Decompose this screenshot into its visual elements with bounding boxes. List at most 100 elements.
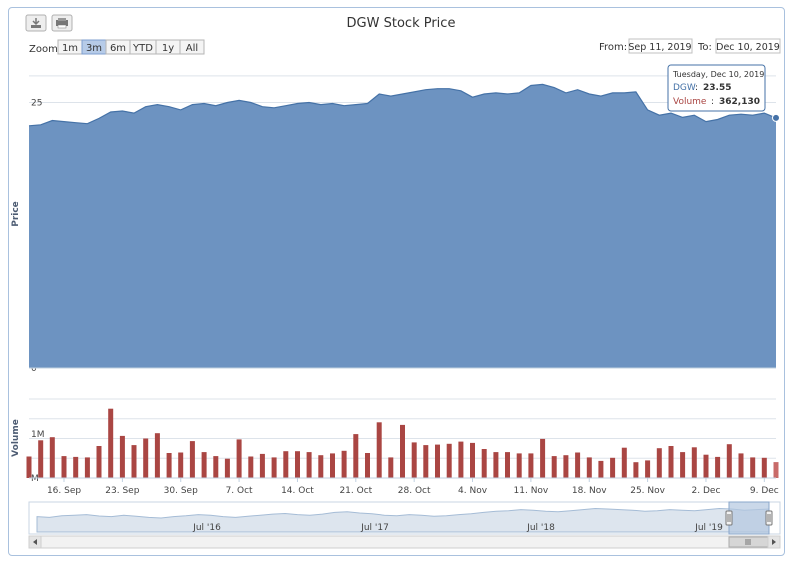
x-tick-label: 7. Oct bbox=[226, 486, 253, 496]
download-button[interactable] bbox=[25, 14, 47, 32]
volume-tick-labels: 1M M bbox=[31, 430, 45, 484]
volume-bar bbox=[236, 439, 242, 478]
arrow-right-icon bbox=[772, 539, 776, 545]
volume-bar bbox=[224, 458, 230, 478]
volume-bar bbox=[154, 433, 160, 478]
zoom-button-3m[interactable]: 3m bbox=[81, 39, 107, 55]
volume-bar bbox=[458, 441, 464, 478]
zoom-button-1y[interactable]: 1y bbox=[155, 39, 181, 55]
volume-bar bbox=[680, 452, 686, 478]
navigator[interactable]: Jul '16 Jul '17 Jul '18 Jul '19 bbox=[28, 501, 781, 535]
x-tick-label: 2. Dec bbox=[692, 486, 721, 496]
price-tick-label: 25 bbox=[31, 98, 42, 108]
to-date-value: Dec 10, 2019 bbox=[716, 42, 780, 53]
x-tick-label: 30. Sep bbox=[164, 486, 198, 496]
x-tick-label: 4. Nov bbox=[458, 486, 488, 496]
scroll-right-button[interactable] bbox=[767, 535, 781, 549]
volume-bar bbox=[750, 457, 756, 478]
volume-bar bbox=[26, 456, 32, 478]
navigator-labels: Jul '16 Jul '17 Jul '18 Jul '19 bbox=[192, 523, 723, 533]
tooltip-volume-value: 362,130 bbox=[719, 97, 760, 107]
volume-bar bbox=[400, 424, 405, 478]
volume-bar bbox=[84, 457, 90, 478]
zoom-buttons: 1m 3m 6m YTD 1y All bbox=[57, 39, 205, 55]
volume-bar bbox=[283, 451, 289, 478]
zoom-button-label: 6m bbox=[110, 43, 126, 54]
hover-point-marker bbox=[772, 113, 780, 122]
navigator-selection[interactable] bbox=[728, 501, 770, 535]
tooltip-volume-label: Volume bbox=[673, 97, 707, 107]
navigator-label: Jul '16 bbox=[192, 523, 221, 533]
navigator-area bbox=[36, 507, 770, 533]
to-label: To: bbox=[697, 42, 712, 53]
print-button[interactable] bbox=[51, 14, 73, 32]
zoom-button-ytd[interactable]: YTD bbox=[129, 39, 157, 55]
zoom-button-label: 3m bbox=[86, 43, 102, 54]
volume-bar bbox=[656, 448, 662, 478]
volume-axis-label: Volume bbox=[11, 419, 21, 457]
svg-text::: : bbox=[695, 83, 698, 93]
print-icon bbox=[56, 18, 68, 29]
volume-bar bbox=[61, 456, 67, 478]
scroll-left-button[interactable] bbox=[28, 535, 42, 549]
x-tick-label: 9. Dec bbox=[750, 486, 779, 496]
volume-bars bbox=[26, 408, 779, 478]
x-tick-label: 23. Sep bbox=[105, 486, 139, 496]
volume-bar bbox=[446, 443, 452, 478]
zoom-label: Zoom bbox=[29, 44, 58, 55]
volume-bar bbox=[166, 453, 172, 478]
volume-bar bbox=[435, 444, 440, 478]
x-axis-ticks: 16. Sep 23. Sep 30. Sep 7. Oct 14. Oct 21. Oc… bbox=[29, 477, 779, 496]
tooltip-price-label: DGW bbox=[673, 83, 696, 93]
volume-bar bbox=[423, 445, 429, 478]
volume-bar bbox=[598, 460, 604, 478]
volume-bar bbox=[470, 442, 475, 478]
x-tick-label: 16. Sep bbox=[47, 486, 81, 496]
zoom-button-label: 1y bbox=[162, 43, 174, 54]
price-tick-label: 0 bbox=[31, 364, 37, 374]
volume-bar bbox=[365, 453, 370, 478]
zoom-button-label: YTD bbox=[132, 43, 153, 54]
volume-bar bbox=[481, 449, 487, 478]
chart-frame: DGW Stock Price Zoom 1m 3m 6m YTD 1y All From… bbox=[8, 7, 785, 556]
volume-bar bbox=[353, 434, 359, 478]
price-axis-label: Price bbox=[11, 201, 21, 227]
navigator-label: Jul '17 bbox=[360, 523, 389, 533]
download-icon bbox=[31, 18, 41, 28]
volume-bar bbox=[586, 457, 592, 478]
volume-bar bbox=[633, 462, 639, 478]
price-line bbox=[28, 83, 777, 127]
arrow-left-icon bbox=[33, 539, 37, 545]
volume-tick-label: 1M bbox=[31, 430, 45, 440]
x-tick-label: 25. Nov bbox=[630, 486, 665, 496]
volume-bar bbox=[738, 453, 744, 478]
x-tick-label: 11. Nov bbox=[514, 486, 549, 496]
volume-bar bbox=[189, 441, 195, 478]
volume-bar bbox=[271, 457, 277, 478]
navigator-right-handle[interactable] bbox=[765, 510, 773, 526]
volume-bar bbox=[108, 408, 114, 478]
volume-bar bbox=[201, 452, 207, 478]
volume-bar bbox=[703, 454, 709, 478]
volume-bar bbox=[761, 457, 767, 478]
zoom-button-all[interactable]: All bbox=[179, 39, 205, 55]
zoom-button-1m[interactable]: 1m bbox=[57, 39, 83, 55]
volume-bar bbox=[259, 453, 265, 478]
navigator-left-handle[interactable] bbox=[725, 510, 733, 526]
zoom-button-label: 1m bbox=[62, 43, 78, 54]
volume-bar bbox=[248, 456, 254, 478]
zoom-button-label: All bbox=[186, 43, 198, 54]
zoom-button-6m[interactable]: 6m bbox=[105, 39, 131, 55]
volume-bar bbox=[295, 451, 300, 478]
volume-bar bbox=[318, 455, 324, 478]
from-date-input[interactable]: Sep 11, 2019 bbox=[628, 38, 693, 54]
volume-bar bbox=[551, 456, 557, 478]
volume-bar bbox=[388, 457, 394, 478]
volume-bar bbox=[49, 437, 55, 478]
scrollbar[interactable] bbox=[28, 535, 781, 549]
volume-bar bbox=[610, 457, 616, 478]
to-date-input[interactable]: Dec 10, 2019 bbox=[715, 38, 781, 54]
volume-tick-label: M bbox=[31, 474, 39, 484]
volume-bar bbox=[411, 442, 417, 478]
x-tick-label: 18. Nov bbox=[572, 486, 607, 496]
